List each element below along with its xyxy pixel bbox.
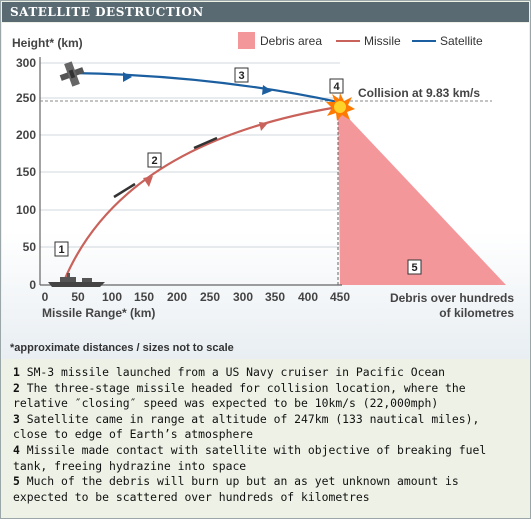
x-tick-label: 450 [330,290,350,304]
title-bar: SATELLITE DESTRUCTION [2,2,529,22]
note-text: Much of the debris will burn up but an a… [13,474,459,504]
note-number: 5 [13,474,20,489]
infographic-title: SATELLITE DESTRUCTION [10,5,204,19]
gridlines [40,62,340,248]
legend-debris-label: Debris area [260,34,322,48]
stage-separation-mark [113,182,136,199]
satellite-icon [59,61,85,87]
missile-arrow-icon [259,122,268,131]
y-tick-label: 0 [29,278,36,292]
marker-1-box [54,241,69,257]
note-item: 4 Missile made contact with satellite wi… [13,443,518,474]
explanation-list: 1 SM-3 missile launched from a US Navy c… [13,365,518,505]
marker-4-box [329,78,344,94]
note-item: 1 SM-3 missile launched from a US Navy c… [13,365,518,381]
marker-5-label: 5 [411,262,417,274]
diagram-area: 0 50 100 150 200 250 300 0 50 100 150 20… [2,23,529,359]
y-tick-label: 50 [23,240,37,254]
legend: Debris area Missile Satellite [238,32,483,49]
legend-missile-label: Missile [364,34,401,48]
y-tick-label: 150 [16,165,36,179]
cruiser-icon [48,273,105,287]
note-text: Missile made contact with satellite with… [13,442,487,473]
marker-4-label: 4 [333,81,340,93]
footnote: *approximate distances / sizes not to sc… [10,342,234,354]
missile-trajectory [62,105,339,282]
marker-2-label: 2 [151,155,157,167]
x-tick-label: 400 [298,290,318,304]
note-item: 5 Much of the debris will burn up but an… [13,474,518,505]
note-number: 2 [13,380,20,395]
marker-5-box [407,259,422,275]
satellite-arrow-icon [262,85,272,95]
legend-debris-swatch [238,32,255,49]
x-tick-label: 300 [233,290,253,304]
missile-arrow-icon [143,176,153,187]
stage-separation-mark [193,136,218,150]
y-axis-title: Height* (km) [12,36,83,50]
trajectory-diagram: 0 50 100 150 200 250 300 0 50 100 150 20… [10,32,514,354]
note-number: 4 [13,442,20,457]
marker-1-label: 1 [58,244,64,256]
satellite-arrow-icon [123,72,132,82]
x-tick-label: 150 [134,290,154,304]
legend-satellite-label: Satellite [440,34,483,48]
note-number: 3 [13,411,20,426]
y-tick-label: 100 [16,203,36,217]
debris-range-label: of kilometres [439,306,514,320]
satellite-trajectory [69,71,339,104]
x-tick-label: 200 [167,290,187,304]
x-axis-title: Missile Range* (km) [42,306,155,320]
debris-range-label: Debris over hundreds [390,291,514,305]
collision-label: Collision at 9.83 km/s [358,86,480,100]
note-text: The three-stage missile headed for colli… [13,380,466,411]
y-tick-label: 250 [16,91,36,105]
x-tick-label: 250 [200,290,220,304]
note-text: Satellite came in range at altitude of 2… [13,411,480,442]
marker-3-box [234,67,249,83]
note-text: SM-3 missile launched from a US Navy cru… [26,365,446,379]
note-item: 3 Satellite came in range at altitude of… [13,412,518,443]
marker-2-box [147,152,162,168]
x-tick-label: 50 [71,290,85,304]
note-item: 2 The three-stage missile headed for col… [13,381,518,412]
x-tick-label: 100 [102,290,122,304]
x-tick-label: 350 [265,290,285,304]
explosion-icon [326,93,355,121]
note-number: 1 [13,365,20,379]
y-tick-label: 200 [16,128,36,142]
debris-area [338,107,506,285]
marker-3-label: 3 [238,70,244,82]
x-tick-label: 0 [42,290,49,304]
y-tick-label: 300 [16,56,36,70]
